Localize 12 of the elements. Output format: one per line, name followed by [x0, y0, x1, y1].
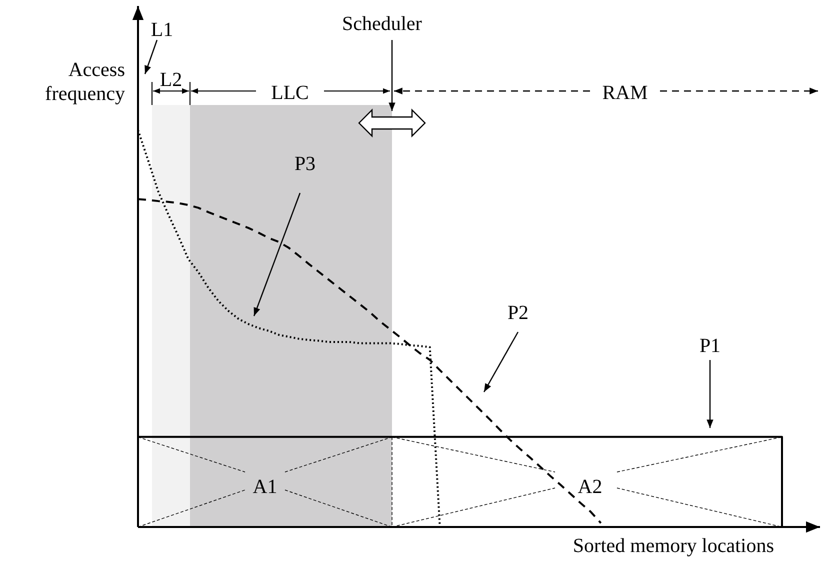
text: LLC	[271, 82, 309, 104]
annotation: P1	[699, 335, 721, 357]
text: L2	[160, 69, 182, 91]
x-axis-title: Sorted memory locations	[572, 535, 774, 557]
text: Scheduler	[342, 13, 422, 35]
annotation: A1	[252, 476, 278, 498]
annotation: P2	[507, 302, 529, 324]
annotation: P3	[294, 153, 316, 175]
text: RAM	[602, 82, 648, 104]
annotation: A2	[578, 476, 602, 498]
y-axis-title: Access frequency	[45, 59, 126, 105]
text: L1	[150, 19, 174, 41]
